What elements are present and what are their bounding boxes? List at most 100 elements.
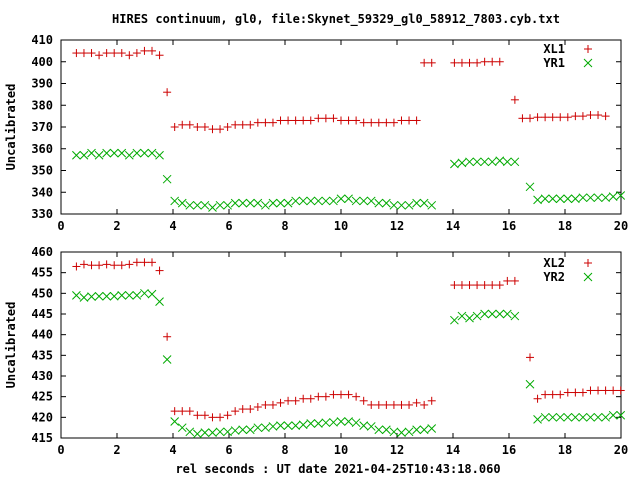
data-point-yr1 <box>306 196 316 206</box>
x-tick-label: 4 <box>169 443 176 457</box>
data-point-yr2 <box>185 427 195 437</box>
data-point-xl1 <box>571 112 580 121</box>
x-tick-label: 6 <box>225 219 232 233</box>
data-point-yr1 <box>480 157 489 167</box>
data-point-xl1 <box>367 118 376 127</box>
data-point-xl1 <box>276 116 285 125</box>
data-point-yr1 <box>215 200 225 210</box>
x-tick-label: 16 <box>502 219 516 233</box>
data-point-xl2 <box>420 400 429 409</box>
data-point-yr1 <box>238 198 248 208</box>
data-point-xl2 <box>163 332 172 341</box>
data-point-xl1 <box>170 123 179 131</box>
data-point-xl1 <box>314 114 323 123</box>
data-point-xl2 <box>405 400 414 409</box>
data-point-xl2 <box>79 260 88 269</box>
data-point-xl2 <box>110 261 119 270</box>
data-point-yr1 <box>465 157 474 167</box>
data-point-xl2 <box>594 386 603 395</box>
data-point-xl1 <box>601 112 610 121</box>
data-point-xl1 <box>427 58 436 67</box>
data-point-yr1 <box>366 196 376 206</box>
data-point-yr2 <box>200 428 210 437</box>
data-point-yr1 <box>359 196 369 206</box>
data-point-xl2 <box>578 388 587 397</box>
data-point-xl2 <box>314 392 323 401</box>
data-point-xl2 <box>374 400 383 409</box>
bottom-panel-frame <box>60 251 622 439</box>
data-point-yr1 <box>571 194 580 204</box>
data-point-yr1 <box>268 198 278 208</box>
data-point-yr2 <box>268 422 278 431</box>
data-point-yr2 <box>344 417 353 426</box>
data-point-xl1 <box>495 57 504 66</box>
data-point-xl2 <box>503 276 512 285</box>
data-point-yr2 <box>525 379 535 389</box>
data-point-yr1 <box>351 196 361 206</box>
data-point-xl2 <box>238 405 247 414</box>
data-point-xl1 <box>140 46 149 55</box>
data-point-xl1 <box>405 116 414 125</box>
data-point-xl1 <box>586 111 595 120</box>
data-point-yr2 <box>502 309 512 319</box>
data-point-yr2 <box>540 412 550 422</box>
data-point-xl2 <box>450 281 459 290</box>
data-point-xl1 <box>193 123 202 131</box>
data-point-yr2 <box>155 297 164 306</box>
data-point-xl2 <box>397 400 406 409</box>
data-point-yr1 <box>223 200 232 210</box>
data-point-yr2 <box>404 427 414 437</box>
y-tick-label: 460 <box>31 245 53 259</box>
data-point-yr2 <box>329 417 338 427</box>
chart-title: HIRES continuum, gl0, file:Skynet_59329_… <box>112 12 560 27</box>
data-point-xl1 <box>374 118 383 127</box>
data-point-yr2 <box>109 291 119 301</box>
data-point-yr1 <box>578 193 588 203</box>
data-point-yr2 <box>548 412 558 422</box>
data-point-xl2 <box>306 394 315 403</box>
data-point-xl2 <box>299 394 308 403</box>
data-point-xl2 <box>541 390 550 399</box>
data-point-yr2 <box>87 292 96 301</box>
data-point-xl1 <box>352 116 361 125</box>
data-point-xl2 <box>571 388 580 397</box>
data-point-yr2 <box>563 412 573 422</box>
data-point-xl1 <box>163 88 172 97</box>
data-point-yr2 <box>117 291 127 300</box>
y-tick-label: 430 <box>31 369 53 383</box>
data-point-xl2 <box>412 398 421 407</box>
y-tick-label: 330 <box>31 207 53 221</box>
data-point-xl1 <box>556 113 565 122</box>
data-point-yr2 <box>586 412 595 422</box>
data-point-xl1 <box>518 114 527 123</box>
y-tick-label: 450 <box>31 286 53 300</box>
data-point-yr1 <box>162 174 172 184</box>
data-point-xl2 <box>268 400 277 409</box>
legend-marker-yr1 <box>583 58 593 68</box>
data-point-xl2 <box>556 390 565 399</box>
data-point-yr2 <box>261 423 270 433</box>
x-tick-label: 12 <box>390 219 404 233</box>
data-point-yr1 <box>283 198 293 208</box>
data-point-yr2 <box>351 418 361 428</box>
data-point-xl2 <box>253 403 262 411</box>
data-point-yr1 <box>457 158 467 168</box>
legend-label-yr2: YR2 <box>543 270 565 284</box>
data-point-xl2 <box>87 261 96 270</box>
data-point-yr2 <box>389 427 399 437</box>
data-point-xl1 <box>284 116 293 125</box>
data-point-xl2 <box>337 390 345 399</box>
data-point-xl1 <box>110 49 119 58</box>
data-point-yr1 <box>502 157 512 167</box>
data-point-yr1 <box>94 150 104 160</box>
data-point-yr2 <box>321 418 331 428</box>
data-point-yr1 <box>177 198 187 208</box>
data-point-yr1 <box>510 157 520 167</box>
data-point-xl2 <box>95 261 104 270</box>
data-point-xl2 <box>200 411 209 420</box>
x-tick-label: 0 <box>57 443 64 457</box>
data-point-yr2 <box>533 415 542 424</box>
data-point-xl2 <box>208 413 217 422</box>
data-point-yr1 <box>419 198 429 208</box>
data-point-yr2 <box>132 291 142 300</box>
